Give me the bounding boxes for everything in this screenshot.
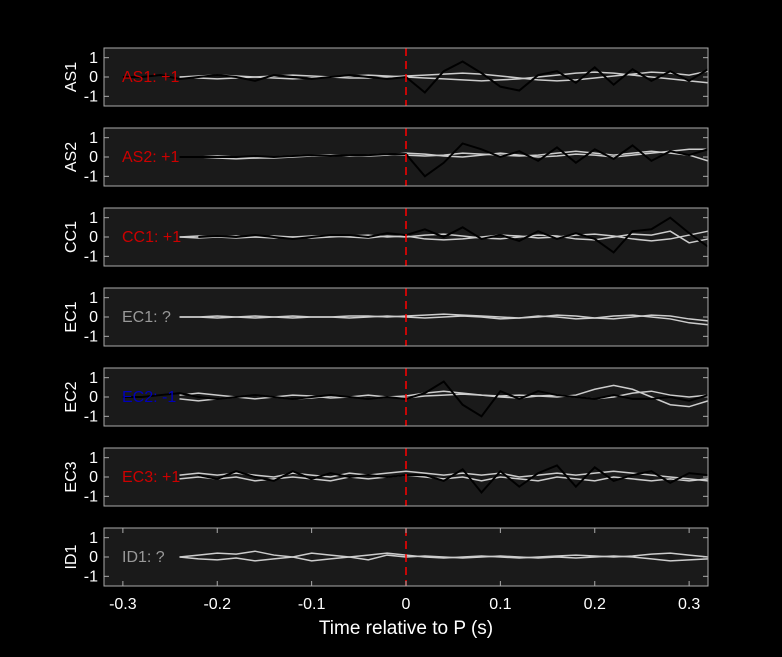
- trace: [122, 380, 709, 418]
- y-tick-label: 1: [89, 290, 98, 307]
- axes-frame: [103, 287, 709, 347]
- annotation: CC1: +1: [122, 229, 181, 246]
- y-axis-label: EC3: [63, 461, 80, 492]
- y-axis-label: CC1: [63, 221, 80, 253]
- x-tick-label: -0.3: [109, 596, 137, 613]
- trace: [198, 464, 709, 495]
- x-tick-label: 0.1: [489, 596, 511, 613]
- y-tick-label: -1: [84, 89, 98, 106]
- x-tick-label: 0: [402, 596, 411, 613]
- y-tick-label: 1: [89, 210, 98, 227]
- trace: [179, 384, 709, 408]
- y-tick-label: -1: [84, 489, 98, 506]
- y-tick-label: -1: [84, 409, 98, 426]
- y-tick-label: -1: [84, 569, 98, 586]
- y-tick-label: -1: [84, 329, 98, 346]
- y-tick-label: -1: [84, 249, 98, 266]
- trace: [179, 554, 709, 562]
- y-axis-label: EC2: [63, 381, 80, 412]
- y-tick-label: 0: [89, 309, 98, 326]
- y-tick-label: 0: [89, 549, 98, 566]
- trace: [179, 230, 709, 244]
- trace: [198, 216, 709, 254]
- axes-frame: [103, 207, 709, 267]
- y-tick-label: 1: [89, 50, 98, 67]
- axes-frame: [103, 127, 709, 187]
- annotation: AS1: +1: [122, 69, 179, 86]
- trace: [179, 314, 709, 326]
- y-tick-label: -1: [84, 169, 98, 186]
- axes-frame: [103, 47, 709, 107]
- y-tick-label: 0: [89, 469, 98, 486]
- y-axis-label: ID1: [63, 544, 80, 569]
- y-tick-label: 0: [89, 229, 98, 246]
- x-tick-label: -0.1: [298, 596, 326, 613]
- annotation: AS2: +1: [122, 149, 179, 166]
- x-tick-label: -0.2: [203, 596, 231, 613]
- y-tick-label: 1: [89, 530, 98, 547]
- annotation: EC3: +1: [122, 469, 180, 486]
- axes-frame: [103, 367, 709, 427]
- trace: [179, 142, 709, 178]
- trace: [122, 60, 709, 94]
- y-tick-label: 1: [89, 370, 98, 387]
- annotation: EC2: -1: [122, 389, 176, 406]
- y-tick-label: 0: [89, 149, 98, 166]
- trace: [179, 470, 709, 482]
- annotation: ID1: ?: [122, 549, 165, 566]
- y-tick-label: 0: [89, 389, 98, 406]
- y-tick-label: 0: [89, 69, 98, 86]
- y-axis-label: AS2: [63, 142, 80, 172]
- annotation: EC1: ?: [122, 309, 171, 326]
- y-tick-label: 1: [89, 130, 98, 147]
- y-axis-label: EC1: [63, 301, 80, 332]
- y-tick-label: 1: [89, 450, 98, 467]
- axes-frame: [103, 447, 709, 507]
- trace: [179, 148, 708, 159]
- x-axis-label: Time relative to P (s): [319, 618, 493, 639]
- x-tick-label: 0.3: [678, 596, 700, 613]
- x-tick-label: 0.2: [584, 596, 606, 613]
- y-axis-label: AS1: [63, 62, 80, 92]
